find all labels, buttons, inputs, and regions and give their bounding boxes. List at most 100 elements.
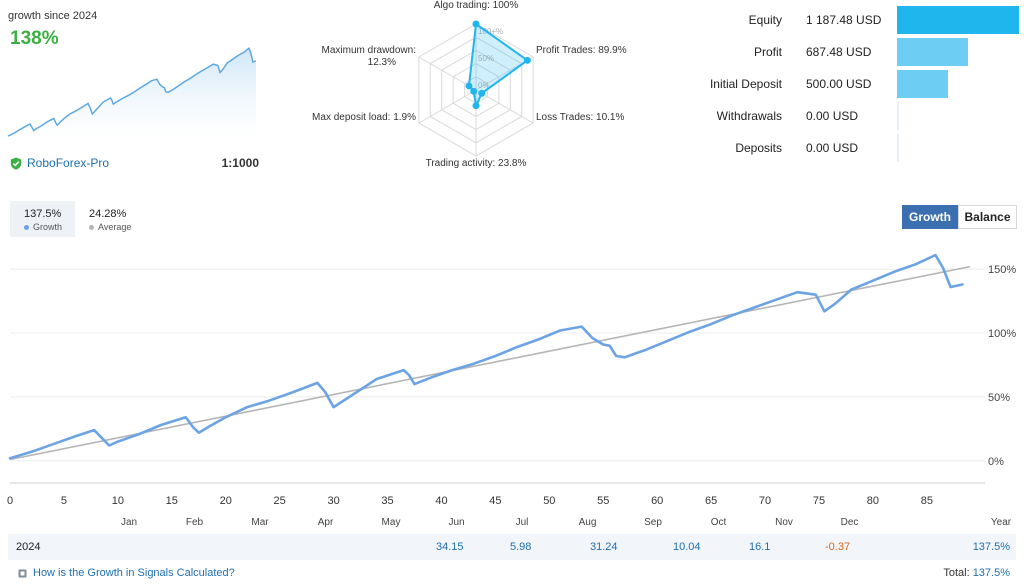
x-tick-label: 45	[489, 495, 501, 507]
x-tick-label: 5	[61, 495, 67, 507]
radar-axis-label: Loss Trades: 10.1%	[536, 112, 624, 123]
month-label: Aug	[579, 517, 597, 528]
stat-withdrawals: Withdrawals 0.00 USD	[690, 102, 1020, 130]
y-tick-label: 50%	[988, 392, 1010, 404]
stat-name: Profit	[753, 45, 782, 59]
growth-dot-icon	[24, 224, 29, 230]
month-label: May	[382, 517, 401, 528]
legend-growth-sub: Growth	[24, 222, 62, 232]
x-tick-label: 65	[705, 495, 717, 507]
y-tick-label: 0%	[988, 456, 1004, 468]
x-tick-label: 60	[651, 495, 663, 507]
radar-axis-label: Algo trading: 100%	[434, 0, 519, 11]
radar-spoke	[418, 89, 477, 124]
stat-name: Initial Deposit	[709, 77, 782, 91]
stat-bar	[897, 102, 899, 130]
x-tick-label: 15	[166, 495, 178, 507]
x-tick-label: 80	[867, 495, 879, 507]
footer-total: Total: 137.5%	[943, 567, 1010, 579]
stat-value: 0.00 USD	[806, 109, 859, 123]
stat-profit: Profit 687.48 USD	[690, 38, 1020, 66]
month-label: Oct	[711, 517, 727, 528]
x-tick-label: 85	[921, 495, 933, 507]
stat-initial-deposit: Initial Deposit 500.00 USD	[690, 70, 1020, 98]
legend-average-label: Average	[98, 222, 132, 232]
month-label: Apr	[318, 517, 334, 528]
leverage-value: 1:1000	[221, 156, 259, 170]
stat-value: 0.00 USD	[806, 141, 859, 155]
y-tick-label: 100%	[988, 328, 1016, 340]
x-tick-label: 35	[381, 495, 393, 507]
stat-name: Withdrawals	[716, 109, 782, 123]
growth-toggle-button[interactable]: Growth	[902, 205, 958, 229]
month-label: Feb	[186, 517, 204, 528]
month-result: 31.24	[590, 541, 618, 553]
radar-axis-label: Profit Trades: 89.9%	[536, 45, 627, 56]
month-result: 5.98	[510, 541, 532, 553]
radar-axis-label: Maximum drawdown: 12.3%	[322, 45, 416, 68]
growth-summary: growth since 2024 138% RoboForex-Pro 1:1…	[8, 10, 263, 170]
x-tick-label: 0	[7, 495, 13, 507]
broker-name: RoboForex-Pro	[27, 156, 110, 170]
stat-name: Equity	[748, 13, 782, 27]
total-label: Total:	[943, 567, 970, 579]
shield-check-icon	[10, 157, 22, 170]
month-label: Jun	[448, 517, 464, 528]
growth-line	[8, 253, 964, 460]
stat-value: 500.00 USD	[806, 77, 872, 91]
x-tick-label: 20	[220, 495, 232, 507]
radar-axis-label: Max deposit load: 1.9%	[312, 112, 416, 123]
year-label: 2024	[16, 541, 41, 553]
radar-ring-label: 50%	[478, 54, 494, 63]
growth-since-label: growth since 2024	[8, 10, 98, 22]
stat-deposits: Deposits 0.00 USD	[690, 134, 1020, 162]
legend-average[interactable]: 24.28% Average	[75, 201, 145, 237]
x-tick-label: 10	[112, 495, 124, 507]
month-label: Year	[991, 517, 1012, 528]
x-tick-label: 70	[759, 495, 771, 507]
x-tick-label: 40	[435, 495, 447, 507]
x-tick-label: 75	[813, 495, 825, 507]
radar-chart: 100+% 50% 0% Algo trading: 100% Profit Trade…	[300, 0, 640, 180]
x-tick-label: 30	[327, 495, 339, 507]
radar-axis-label: Trading activity: 23.8%	[426, 158, 527, 169]
stat-name: Deposits	[735, 141, 782, 155]
yearly-results-row: 2024 34.15 5.98 31.24 10.04 16.1 -0.37 1…	[8, 534, 1016, 560]
radar-ring-label: 0%	[478, 81, 490, 90]
legend-growth[interactable]: 137.5% Growth	[10, 201, 75, 237]
help-link-text: How is the Growth in Signals Calculated?	[33, 567, 235, 579]
stat-bar	[897, 38, 968, 66]
stat-value: 1 187.48 USD	[806, 13, 882, 27]
radar-ring-label: 100+%	[478, 27, 503, 36]
month-label: Sep	[644, 517, 662, 528]
year-total: 137.5%	[972, 541, 1010, 553]
y-tick-label: 150%	[988, 264, 1016, 276]
x-tick-label: 25	[274, 495, 286, 507]
help-icon	[18, 569, 27, 577]
month-result: 10.04	[673, 541, 701, 553]
stat-bar	[897, 134, 899, 162]
month-label: Nov	[775, 517, 793, 528]
radar-point	[472, 20, 480, 28]
month-label: Mar	[251, 517, 269, 528]
radar-point	[472, 102, 480, 110]
stat-value: 687.48 USD	[806, 45, 872, 59]
month-label: Dec	[841, 517, 859, 528]
legend-average-sub: Average	[89, 222, 131, 232]
month-result: 16.1	[749, 541, 771, 553]
mini-growth-chart	[8, 46, 257, 141]
stat-equity: Equity 1 187.48 USD	[690, 6, 1020, 34]
average-dot-icon	[89, 224, 94, 230]
total-value: 137.5%	[972, 567, 1010, 579]
broker-link[interactable]: RoboForex-Pro	[10, 156, 109, 170]
radar-point	[465, 82, 473, 90]
growth-help-link[interactable]: How is the Growth in Signals Calculated?	[18, 567, 235, 579]
legend-growth-value: 137.5%	[24, 208, 62, 220]
average-line	[9, 265, 971, 461]
growth-value: 138%	[10, 28, 59, 49]
radar-spoke	[475, 89, 534, 124]
stat-bar	[897, 70, 948, 98]
balance-toggle-button[interactable]: Balance	[958, 205, 1017, 229]
growth-chart: 0% 50% 100% 150% 0 5 10 15 20 25 30 35 40 45 50 55 60 65 7…	[7, 253, 1016, 528]
